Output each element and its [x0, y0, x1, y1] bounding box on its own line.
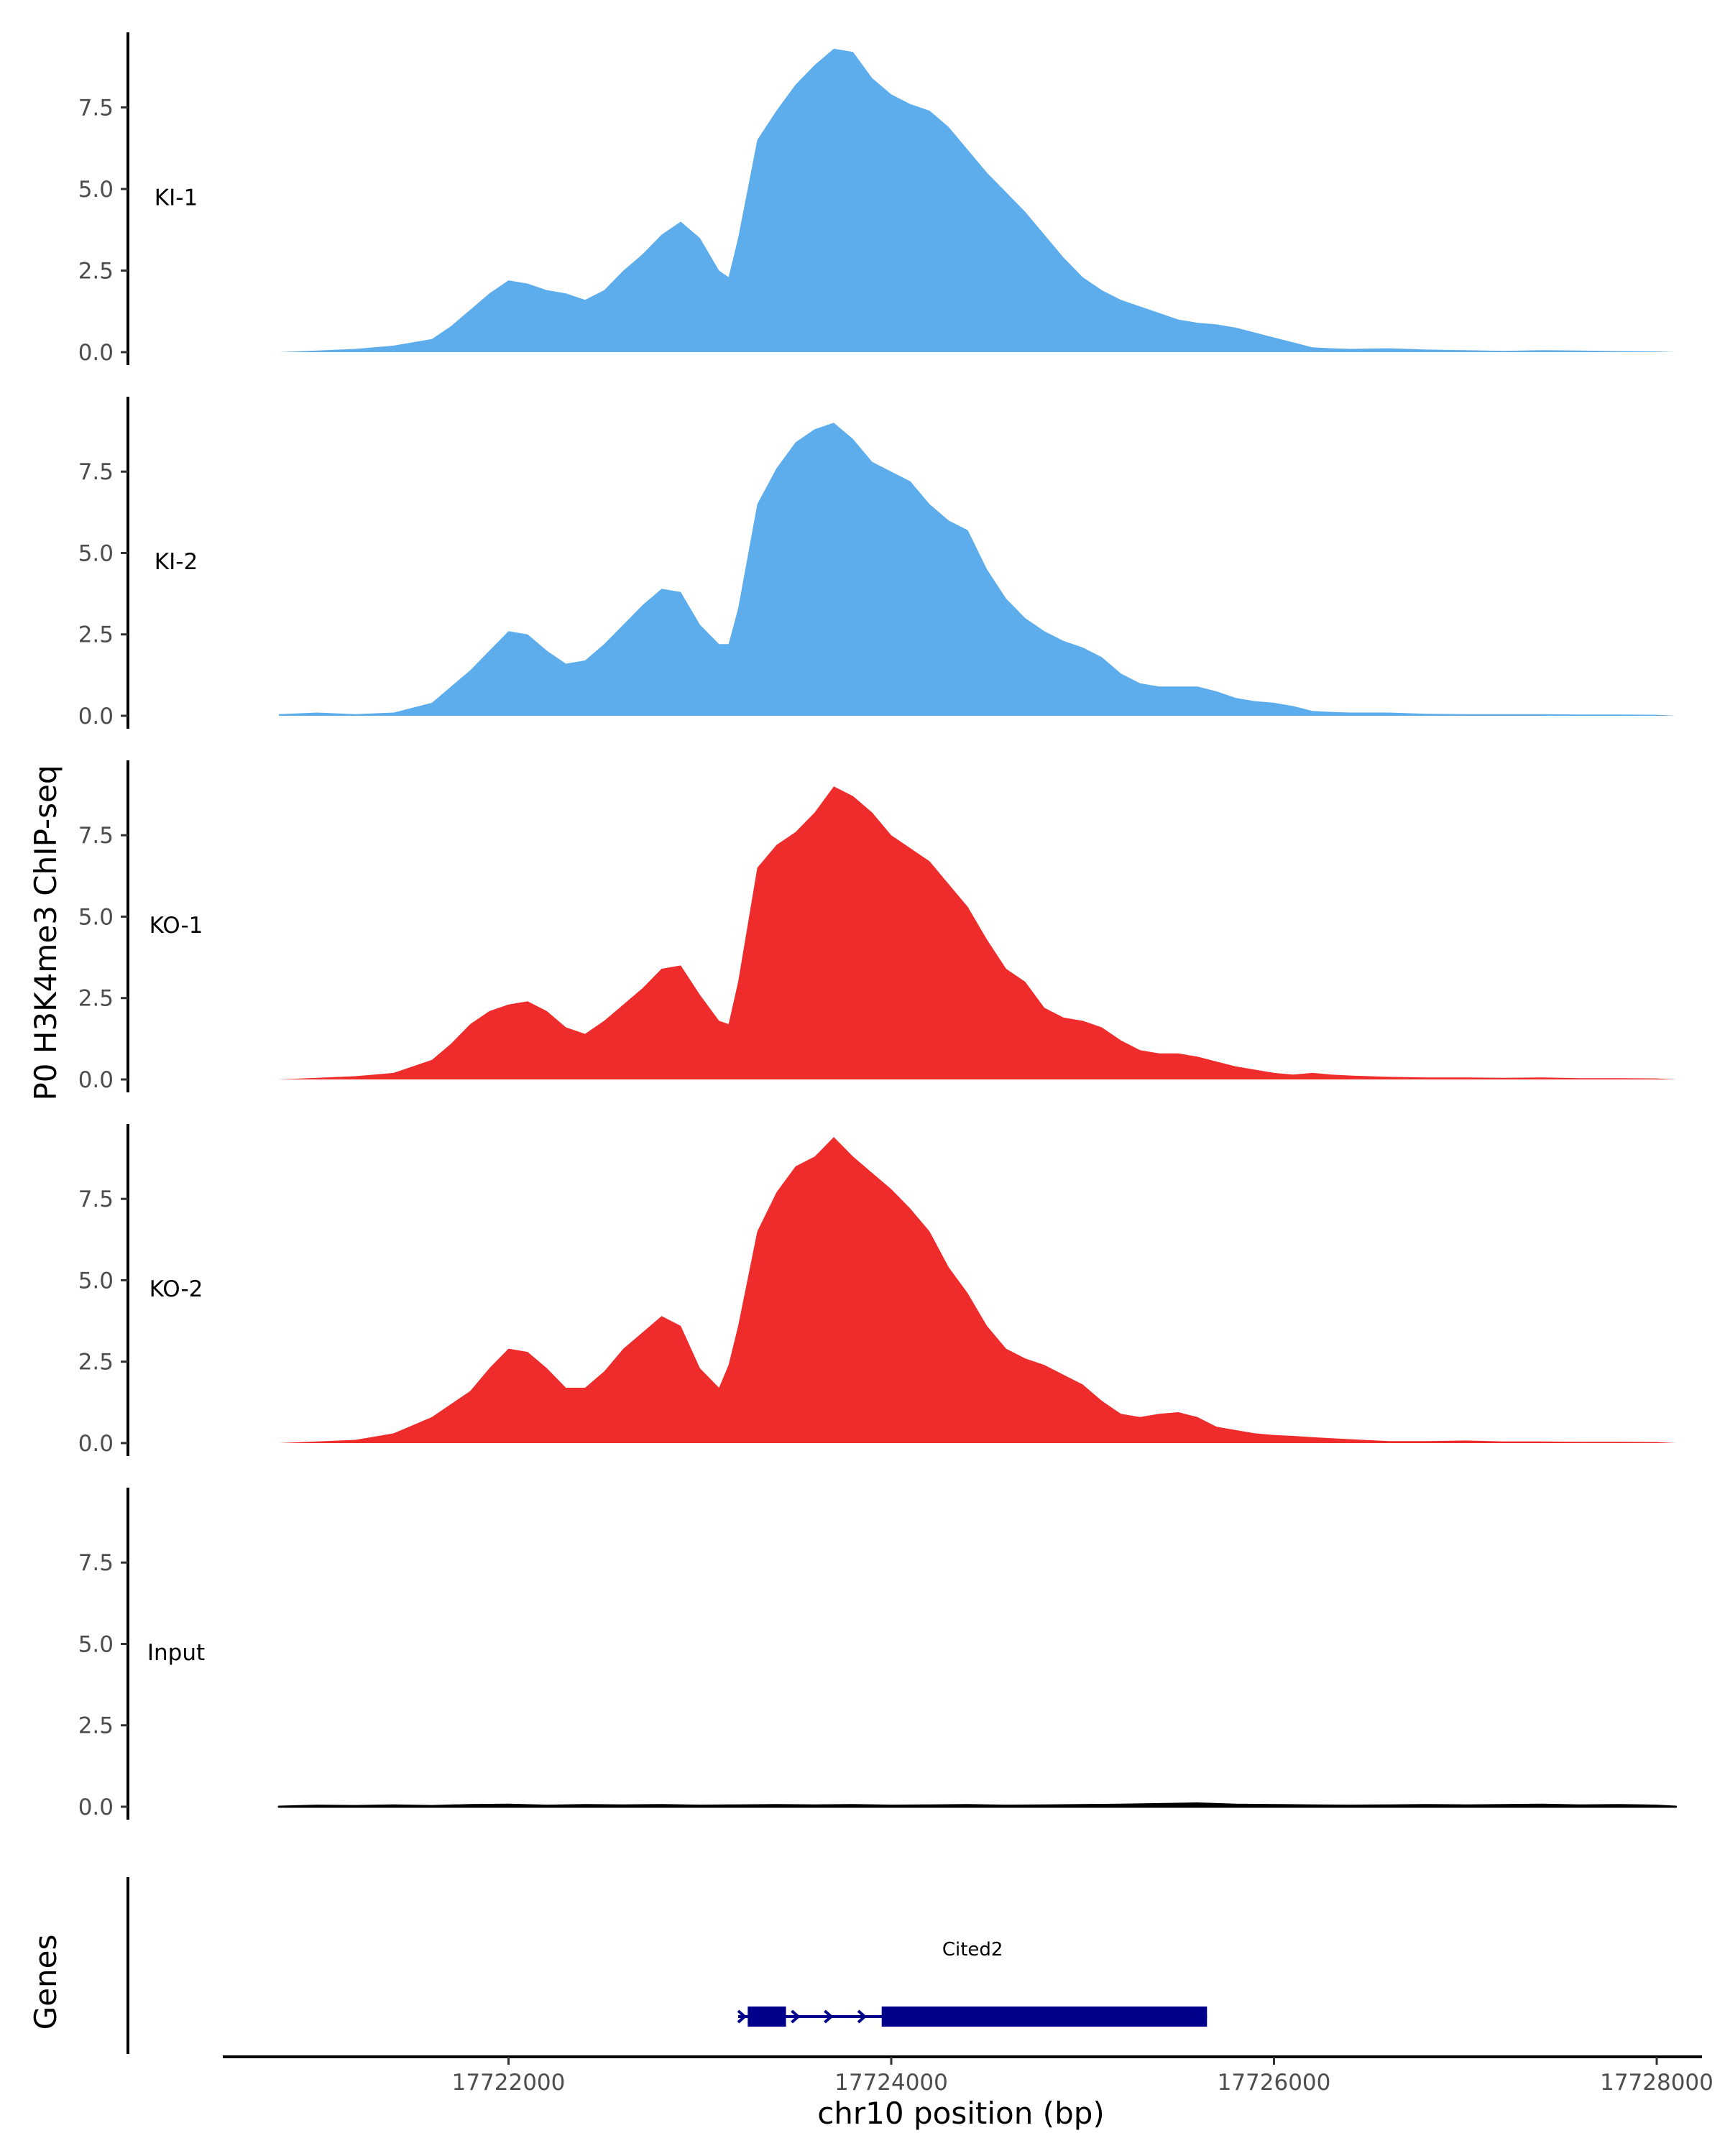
y-tick-label: 0.0	[78, 340, 114, 366]
coverage-area-ki-1	[279, 48, 1676, 352]
y-tick-label: 7.5	[78, 1187, 114, 1212]
y-tick-label: 2.5	[78, 986, 114, 1012]
y-tick-label: 2.5	[78, 1713, 114, 1739]
y-tick-label: 7.5	[78, 95, 114, 121]
x-tick-label: 17722000	[452, 2070, 566, 2096]
x-tick-label: 17724000	[834, 2070, 948, 2096]
y-tick-label: 2.5	[78, 258, 114, 284]
y-tick-label: 5.0	[78, 904, 114, 930]
y-tick-label: 2.5	[78, 622, 114, 648]
track-label: KI-1	[155, 185, 198, 211]
track-label: KO-2	[150, 1276, 203, 1302]
strand-arrow	[737, 2009, 748, 2024]
gene-exon	[748, 2007, 786, 2027]
coverage-area-ki-2	[279, 423, 1676, 716]
x-tick-label: 17726000	[1218, 2070, 1331, 2096]
y-tick-label: 5.0	[78, 540, 114, 566]
strand-arrow	[857, 2009, 868, 2024]
coverage-area-ko-2	[279, 1137, 1676, 1443]
y-tick-label: 7.5	[78, 1550, 114, 1576]
track-label: Input	[147, 1640, 205, 1666]
gene-track-label: Genes	[28, 1935, 63, 2030]
x-tick-label: 17728000	[1600, 2070, 1714, 2096]
x-axis-title: chr10 position (bp)	[817, 2096, 1105, 2131]
coverage-area-ko-1	[279, 786, 1676, 1079]
track-label: KI-2	[155, 549, 198, 575]
y-axis-title: P0 H3K4me3 ChIP-seq	[28, 765, 63, 1100]
x-axis: 17722000 17724000 17726000 17728000	[223, 2055, 1714, 2096]
y-tick-label: 0.0	[78, 1067, 114, 1093]
y-tick-label: 0.0	[78, 1795, 114, 1820]
y-tick-label: 5.0	[78, 1268, 114, 1294]
y-tick-label: 0.0	[78, 704, 114, 729]
y-tick-label: 5.0	[78, 1631, 114, 1657]
track-input: 0.0 2.5 5.0 7.5 Input	[78, 1488, 1678, 1820]
y-tick-label: 7.5	[78, 823, 114, 849]
y-tick-label: 5.0	[78, 177, 114, 203]
gene-exon	[881, 2007, 1208, 2027]
y-tick-label: 0.0	[78, 1431, 114, 1457]
y-tick-label: 7.5	[78, 459, 114, 485]
gene-track: Genes Cited2	[28, 1877, 1208, 2054]
track-ko-2: 0.0 2.5 5.0 7.5 KO-2	[78, 1124, 1676, 1457]
gene-name-label: Cited2	[942, 1939, 1003, 1961]
strand-arrow	[791, 2009, 801, 2024]
track-ko-1: 0.0 2.5 5.0 7.5 KO-1	[78, 760, 1676, 1093]
coverage-area-input	[277, 1802, 1678, 1808]
y-tick-label: 2.5	[78, 1350, 114, 1376]
track-label: KO-1	[150, 913, 203, 939]
strand-arrow	[824, 2009, 834, 2024]
track-ki-2: 0.0 2.5 5.0 7.5 KI-2	[78, 397, 1676, 729]
coverage-tracks: 0.0 2.5 5.0 7.5 KI-1 0.0 2.5 5.0 7.5 KI-2 0.0 2.5 5.…	[78, 32, 1678, 1820]
track-ki-1: 0.0 2.5 5.0 7.5 KI-1	[78, 32, 1676, 366]
